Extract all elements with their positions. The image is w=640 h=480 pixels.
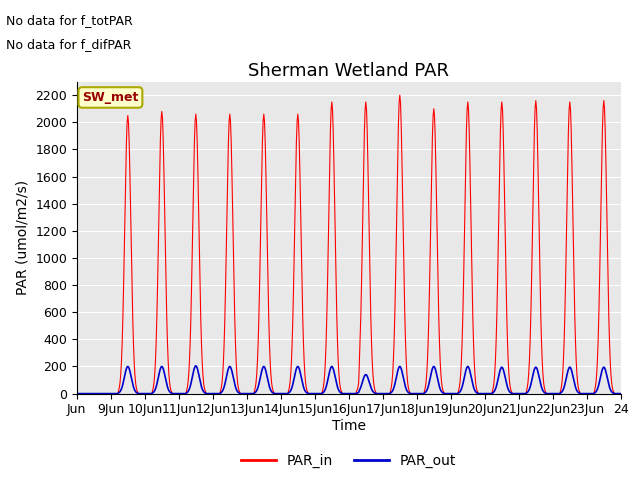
PAR_out <box>73 391 81 396</box>
PAR_in <box>73 391 81 396</box>
PAR_in <box>405 387 413 393</box>
PAR_out <box>616 391 624 396</box>
PAR_in <box>616 391 624 396</box>
Line: PAR_in: PAR_in <box>77 95 620 394</box>
PAR_out <box>285 390 292 396</box>
PAR_out <box>405 390 413 396</box>
X-axis label: Time: Time <box>332 419 366 433</box>
Title: Sherman Wetland PAR: Sherman Wetland PAR <box>248 62 449 80</box>
PAR_in <box>237 391 244 396</box>
Text: No data for f_difPAR: No data for f_difPAR <box>6 38 132 51</box>
PAR_in <box>137 391 145 396</box>
PAR_in <box>284 391 292 396</box>
Line: PAR_out: PAR_out <box>77 366 620 394</box>
PAR_out <box>237 391 245 396</box>
PAR_out <box>192 363 200 369</box>
PAR_out <box>436 384 444 390</box>
PAR_in <box>396 92 404 98</box>
Text: No data for f_totPAR: No data for f_totPAR <box>6 14 133 27</box>
Legend: PAR_in, PAR_out: PAR_in, PAR_out <box>236 449 462 474</box>
PAR_out <box>264 378 272 384</box>
PAR_in <box>264 248 271 253</box>
PAR_in <box>436 339 444 345</box>
Text: SW_met: SW_met <box>82 91 139 104</box>
Y-axis label: PAR (umol/m2/s): PAR (umol/m2/s) <box>15 180 29 295</box>
PAR_out <box>137 391 145 396</box>
